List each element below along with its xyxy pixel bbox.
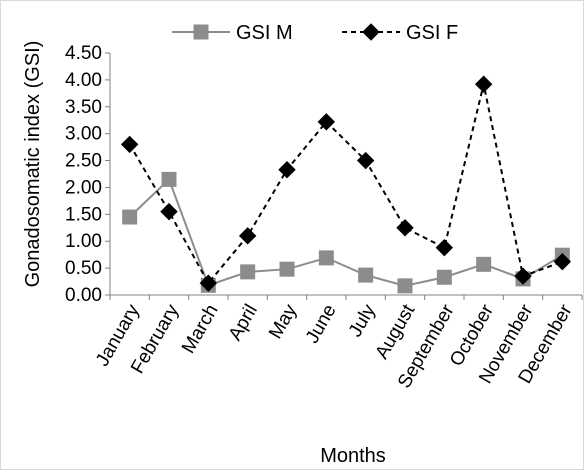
y-axis-title: Gonadosomatic index (GSI) [22, 41, 44, 288]
x-tick-label: July [345, 301, 380, 341]
data-point [436, 269, 452, 285]
y-tick-label: 3.00 [65, 124, 102, 145]
x-tick-label: March [178, 301, 223, 357]
x-tick-label: May [265, 301, 301, 343]
series-line [128, 177, 563, 287]
data-point [553, 252, 572, 271]
legend: GSI M GSI F [172, 22, 458, 44]
data-point [362, 23, 380, 41]
legend-label: GSI M [236, 22, 293, 44]
x-tick-label: June [302, 301, 341, 347]
data-point [279, 261, 295, 277]
data-point [356, 151, 375, 170]
data-point [476, 256, 492, 272]
series-1 [122, 171, 570, 294]
legend-item: GSI M [172, 22, 293, 44]
y-tick-label: 1.00 [65, 231, 102, 252]
data-point [514, 267, 532, 285]
data-point [122, 209, 138, 225]
data-point [435, 238, 454, 257]
data-point [238, 227, 257, 245]
data-point [120, 135, 139, 154]
x-axis-title: Months [320, 445, 386, 467]
data-point [161, 171, 177, 187]
data-point [278, 160, 296, 179]
y-tick-label: 4.00 [65, 70, 102, 91]
y-tick-label: 3.50 [65, 97, 102, 118]
data-point [199, 274, 218, 292]
series-2 [120, 75, 572, 292]
y-tick-label: 4.50 [65, 43, 102, 64]
y-tick-label: 0.50 [65, 258, 102, 279]
y-axis-ticks: 0.00 0.50 1.00 1.50 2.00 2.50 3.00 3.50 4.00 4.50 [65, 43, 110, 306]
y-tick-label: 2.50 [65, 151, 102, 172]
data-point [358, 267, 374, 283]
data-point [240, 264, 256, 280]
plot-area [109, 53, 582, 296]
data-point [193, 24, 209, 40]
y-tick-label: 2.00 [65, 177, 102, 198]
series-line [128, 83, 563, 285]
legend-label: GSI F [406, 22, 458, 44]
data-point [160, 202, 178, 221]
data-point [396, 219, 414, 237]
data-point [317, 113, 336, 131]
data-point [397, 278, 413, 294]
x-tick-label: April [225, 301, 262, 344]
data-point [474, 75, 493, 93]
y-tick-label: 0.00 [65, 285, 102, 306]
legend-item: GSI F [342, 22, 458, 44]
data-point [318, 250, 334, 266]
y-tick-label: 1.50 [65, 204, 102, 225]
